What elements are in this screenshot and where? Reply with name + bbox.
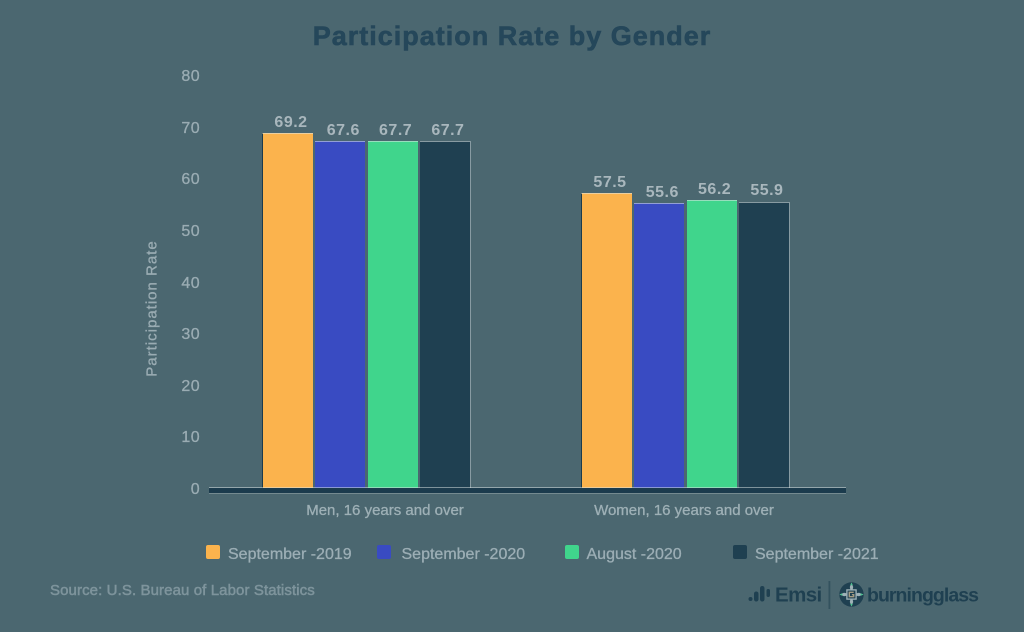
svg-text:Emsi: Emsi <box>775 584 822 607</box>
svg-text:burningglass: burningglass <box>867 585 979 607</box>
